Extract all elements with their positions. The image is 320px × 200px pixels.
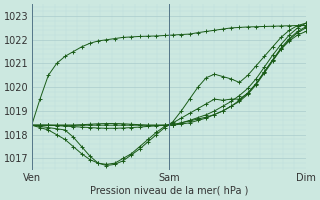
X-axis label: Pression niveau de la mer( hPa ): Pression niveau de la mer( hPa ) [90, 186, 248, 196]
